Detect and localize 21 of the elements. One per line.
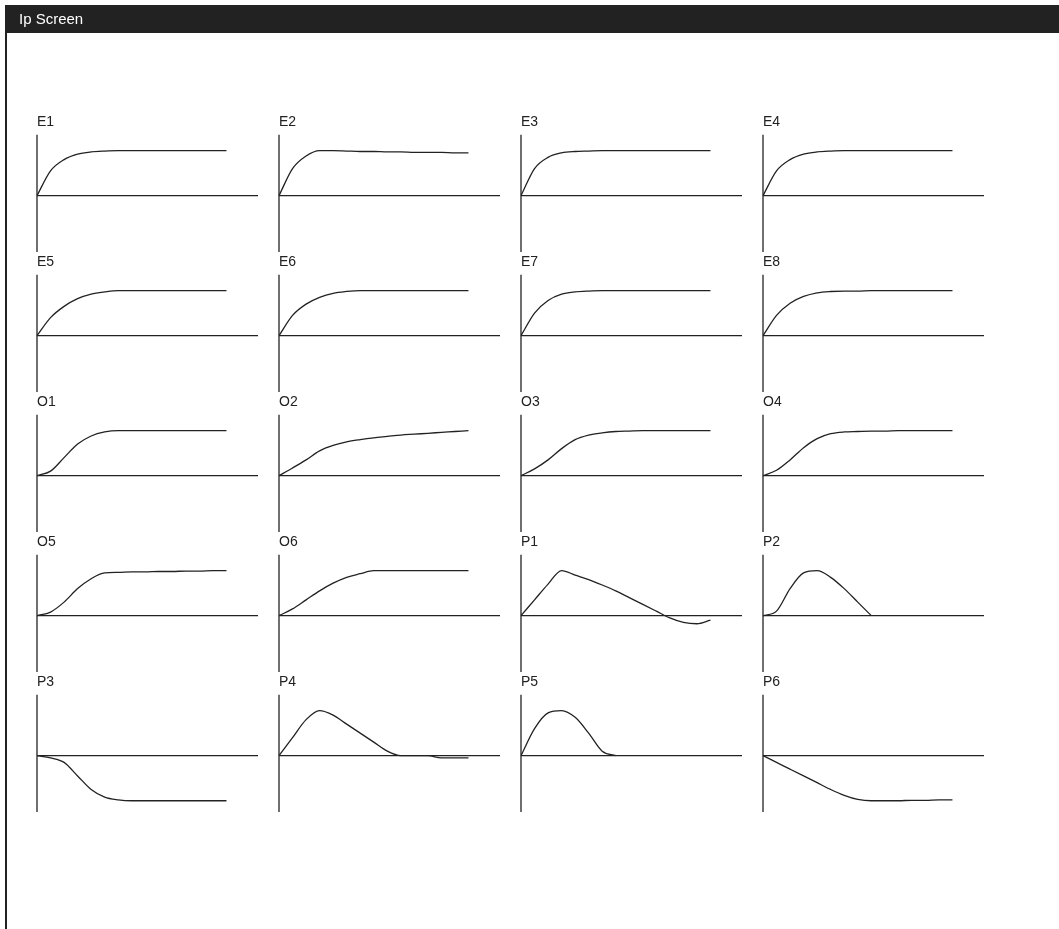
chart-title: P4 <box>279 673 297 690</box>
chart-title: E5 <box>37 253 55 270</box>
chart-title: O5 <box>37 533 56 550</box>
chart-title: E3 <box>521 113 539 130</box>
chart-title: P3 <box>37 673 55 690</box>
chart-title: O3 <box>521 393 540 410</box>
chart-title: O2 <box>279 393 298 410</box>
chart-title: E6 <box>279 253 297 270</box>
chart-title: O1 <box>37 393 56 410</box>
chart-title: E7 <box>521 253 539 270</box>
chart-title: E8 <box>763 253 781 270</box>
chart-title: P1 <box>521 533 539 550</box>
chart-title: O6 <box>279 533 298 550</box>
chart-title: E1 <box>37 113 55 130</box>
text: Ip Screen <box>5 5 1059 33</box>
chart-title: P5 <box>521 673 539 690</box>
chart-title: E4 <box>763 113 781 130</box>
chart-title: O4 <box>763 393 782 410</box>
chart-title: E2 <box>279 113 297 130</box>
chart-title: P6 <box>763 673 781 690</box>
chart-title: P2 <box>763 533 781 550</box>
